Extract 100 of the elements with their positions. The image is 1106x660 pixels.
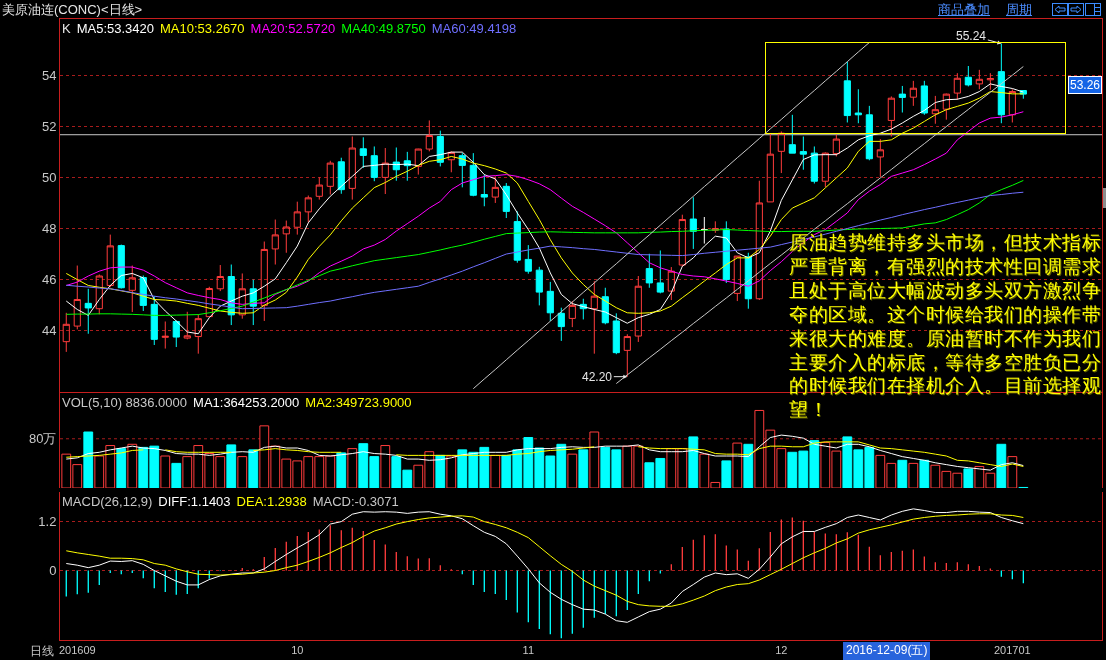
candlestick (183, 311, 191, 339)
candlestick (381, 147, 389, 195)
candlestick (755, 180, 763, 301)
candlestick (172, 319, 180, 348)
candlestick (337, 157, 345, 195)
candlestick (513, 210, 521, 264)
y-tick-label: 46 (41, 272, 57, 288)
candlestick (645, 253, 653, 289)
bar (336, 452, 347, 488)
candlestick (656, 249, 664, 294)
chart-title: 美原油连(CONC)<日线> (2, 2, 143, 18)
text: DIFF:1.1403 (158, 494, 231, 510)
bar (347, 448, 358, 488)
candlestick (535, 266, 543, 306)
y-tick-label: 50 (41, 169, 57, 185)
text: 商品叠加 (938, 2, 990, 18)
candlestick (876, 138, 884, 178)
y-tick-label: 1.2 (38, 513, 57, 529)
annotation: 55.24 (956, 29, 987, 43)
candlestick (62, 312, 70, 353)
candlestick (766, 132, 774, 203)
candlestick (73, 265, 81, 330)
bar (490, 454, 501, 488)
candlestick (425, 119, 433, 152)
y-tick-label: 80万 (28, 431, 57, 447)
chart-title: MACD(26,12,9) (62, 494, 153, 510)
bar (743, 443, 754, 488)
candlestick (458, 152, 466, 188)
candlestick (788, 114, 796, 154)
candlestick (1008, 88, 1016, 123)
chart-title: VOL(5,10) 8836.0000 (62, 395, 188, 411)
candlestick (854, 88, 862, 124)
candlestick (777, 130, 785, 174)
annotation: 42.20 (582, 370, 613, 384)
candlestick (843, 61, 851, 123)
bar (160, 455, 171, 488)
bar (237, 456, 248, 488)
y-tick-label: 44 (41, 323, 57, 339)
candlestick (678, 214, 686, 268)
bar (248, 449, 259, 488)
candlestick (964, 65, 972, 87)
candlestick (348, 136, 356, 201)
annotation: K (62, 21, 71, 37)
candlestick (491, 175, 499, 204)
annotation: MACD:-0.3071 (312, 494, 399, 510)
candlestick (986, 72, 994, 91)
candlestick (865, 105, 873, 161)
bar (688, 436, 699, 488)
candlestick (557, 307, 565, 342)
candlestick (590, 280, 598, 355)
candlestick (887, 95, 895, 138)
candlestick (942, 93, 950, 121)
candlestick (84, 288, 92, 335)
candlestick (315, 176, 323, 201)
candlestick (370, 145, 378, 182)
x-tick-label: 12 (775, 644, 788, 657)
candlestick (304, 195, 312, 223)
candlestick (502, 182, 510, 219)
bar (897, 459, 908, 488)
bar (589, 431, 600, 488)
x-tick-label: 10 (291, 644, 304, 657)
candlestick (733, 255, 741, 302)
bar (226, 444, 237, 488)
candlestick (997, 43, 1005, 124)
candlestick (282, 220, 290, 254)
bar (116, 448, 127, 488)
candlestick (106, 234, 114, 288)
candlestick (271, 219, 279, 266)
candlestick (293, 201, 301, 236)
candlestick (821, 151, 829, 188)
bar (380, 445, 391, 488)
candlestick (260, 241, 268, 322)
line-series (65, 513, 1024, 607)
bar (732, 442, 743, 488)
y-tick-label: 0 (49, 563, 57, 579)
candlestick (634, 275, 642, 343)
candlestick (359, 136, 367, 169)
bar (446, 455, 457, 488)
text: MA40:49.8750 (341, 21, 426, 37)
candlestick (612, 312, 620, 355)
text: 2016-12-09(五) (843, 642, 931, 660)
bar (1007, 456, 1018, 488)
x-tick-label: 11 (522, 644, 535, 657)
candlestick (194, 313, 202, 355)
candlestick (898, 85, 906, 114)
candlestick (689, 196, 697, 250)
candlestick (810, 145, 818, 185)
bar (919, 459, 930, 488)
bar (963, 468, 974, 488)
candlestick (546, 281, 554, 322)
candlestick (920, 80, 928, 116)
candlestick (909, 80, 917, 107)
bar (996, 443, 1007, 488)
text: MA60:49.4198 (431, 21, 517, 37)
bar (908, 462, 919, 488)
y-tick-label: 48 (41, 221, 57, 237)
bar (567, 453, 578, 488)
candlestick (392, 147, 400, 182)
bar (127, 443, 138, 488)
text: 53.26 (1070, 78, 1101, 92)
